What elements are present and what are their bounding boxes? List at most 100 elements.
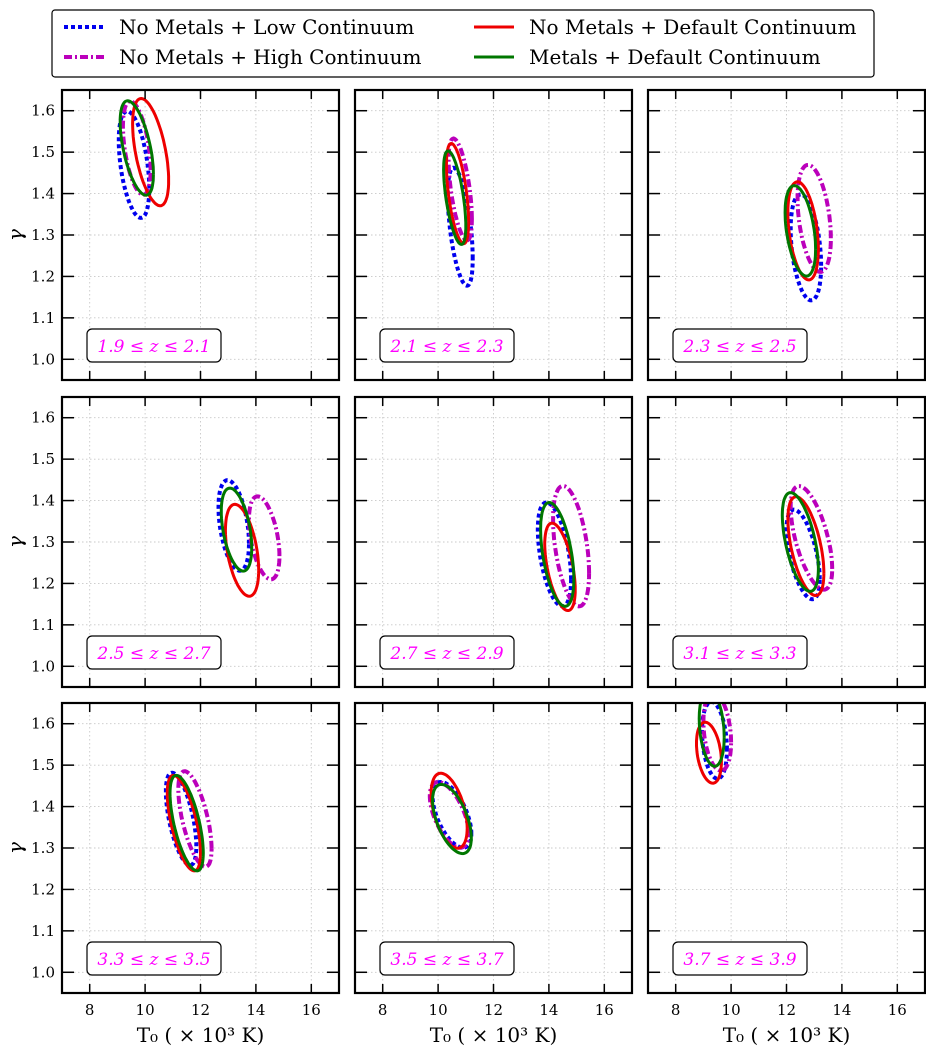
redshift-label: 2.5 ≤ z ≤ 2.7 xyxy=(96,644,210,664)
legend-entry: No Metals + Low Continuum xyxy=(119,15,414,39)
x-tick-label: 14 xyxy=(832,1001,851,1019)
contour-no-metals-low-continuum xyxy=(784,507,822,602)
contours xyxy=(695,703,734,785)
y-tick-label: 1.0 xyxy=(31,350,55,368)
y-axis-label: γ xyxy=(3,229,27,241)
x-tick-label: 10 xyxy=(722,1001,741,1019)
y-tick-label: 1.6 xyxy=(31,715,55,733)
x-tick-label: 8 xyxy=(378,1001,388,1019)
y-tick-label: 1.3 xyxy=(31,533,55,551)
contour-no-metals-default-continuum xyxy=(131,96,171,208)
contour-no-metals-default-continuum xyxy=(165,773,202,873)
redshift-label: 3.1 ≤ z ≤ 3.3 xyxy=(683,644,796,664)
contour-no-metals-default-continuum xyxy=(786,495,826,597)
redshift-label-box xyxy=(379,328,515,363)
panel: 2.1 ≤ z ≤ 2.3 xyxy=(353,88,634,382)
contours xyxy=(427,771,474,856)
x-axis-label: T₀ ( × 10³ K) xyxy=(137,1023,265,1047)
contours xyxy=(116,96,171,220)
contour-no-metals-high-continuum xyxy=(551,484,592,609)
redshift-label-box xyxy=(86,328,222,363)
contours xyxy=(780,484,835,602)
x-tick-label: 12 xyxy=(484,1001,503,1019)
contour-metals-default-continuum xyxy=(118,99,155,197)
x-tick-label: 12 xyxy=(191,1001,210,1019)
panel: 1.0 1.1 1.2 1.3 1.4 1.5 1.6 γ 2.5 ≤ z ≤ 2.7 xyxy=(3,395,341,689)
y-tick-label: 1.4 xyxy=(31,798,55,816)
contour-no-metals-high-continuum xyxy=(446,136,474,243)
y-tick-label: 1.4 xyxy=(31,492,55,510)
panel: 1.0 1.1 1.2 1.3 1.4 1.5 1.6 γ 8 10 12 14 16 T₀ ( × 10… xyxy=(3,701,341,1047)
panel: 2.3 ≤ z ≤ 2.5 xyxy=(646,88,926,382)
y-tick-label: 1.5 xyxy=(31,756,55,774)
redshift-label-box xyxy=(672,328,808,363)
y-tick-label: 1.2 xyxy=(31,267,55,285)
contour-metals-default-continuum xyxy=(783,184,818,278)
legend-entry: No Metals + Default Continuum xyxy=(529,15,856,39)
redshift-label: 1.9 ≤ z ≤ 2.1 xyxy=(97,337,210,357)
contour-no-metals-high-continuum xyxy=(176,769,214,869)
redshift-label-box xyxy=(86,635,222,670)
contour-metals-default-continuum xyxy=(219,486,254,573)
contour-metals-default-continuum xyxy=(780,491,820,593)
redshift-label: 2.1 ≤ z ≤ 2.3 xyxy=(389,337,503,357)
legend: No Metals + Low Continuum No Metals + Def… xyxy=(51,9,875,78)
y-tick-label: 1.4 xyxy=(31,185,55,203)
panel: 8 10 12 14 16 T₀ ( × 10³ K) 3.7 ≤ z ≤ 3.9 xyxy=(646,701,926,1047)
panel: 8 10 12 14 16 T₀ ( × 10³ K) 3.5 ≤ z ≤ 3.7 xyxy=(353,701,634,1047)
legend-entry: No Metals + High Continuum xyxy=(119,45,421,69)
redshift-label: 3.5 ≤ z ≤ 3.7 xyxy=(390,950,503,970)
panel: 2.7 ≤ z ≤ 2.9 xyxy=(353,395,634,689)
x-tick-label: 16 xyxy=(595,1001,614,1019)
panel: 1.0 1.1 1.2 1.3 1.4 1.5 1.6 γ 1.9 ≤ z ≤ 2.1 xyxy=(3,88,341,382)
contour-no-metals-default-continuum xyxy=(786,180,820,282)
x-tick-label: 16 xyxy=(302,1001,321,1019)
panel-grid: 1.0 1.1 1.2 1.3 1.4 1.5 1.6 γ 1.9 ≤ z ≤ 2.1 2.1 ≤… xyxy=(3,88,926,1047)
x-tick-label: 16 xyxy=(888,1001,907,1019)
redshift-label: 3.7 ≤ z ≤ 3.9 xyxy=(683,950,796,970)
contours xyxy=(535,484,592,612)
y-axis-label: γ xyxy=(3,842,27,854)
contour-metals-default-continuum xyxy=(539,500,576,608)
redshift-label-box xyxy=(379,635,515,670)
y-tick-label: 1.5 xyxy=(31,143,55,161)
x-tick-label: 10 xyxy=(136,1001,155,1019)
y-tick-label: 1.6 xyxy=(31,409,55,427)
legend-entry: Metals + Default Continuum xyxy=(529,45,821,69)
redshift-label: 3.3 ≤ z ≤ 3.5 xyxy=(97,950,210,970)
x-tick-label: 8 xyxy=(671,1001,681,1019)
y-tick-label: 1.0 xyxy=(31,657,55,675)
x-tick-label: 14 xyxy=(246,1001,265,1019)
y-tick-label: 1.3 xyxy=(31,839,55,857)
y-tick-label: 1.6 xyxy=(31,102,55,120)
x-tick-label: 8 xyxy=(85,1001,95,1019)
contour-no-metals-high-continuum xyxy=(795,162,833,274)
x-axis-label: T₀ ( × 10³ K) xyxy=(430,1023,558,1047)
contour-metals-default-continuum xyxy=(442,149,468,246)
y-tick-label: 1.1 xyxy=(31,309,55,327)
legend-box xyxy=(51,9,875,78)
contours xyxy=(216,478,282,598)
redshift-label: 2.3 ≤ z ≤ 2.5 xyxy=(682,337,796,357)
contour-no-metals-default-continuum xyxy=(429,771,469,850)
y-tick-label: 1.2 xyxy=(31,880,55,898)
contour-metals-default-continuum xyxy=(168,773,205,873)
contour-metals-default-continuum xyxy=(431,782,473,856)
redshift-label-box xyxy=(672,941,808,976)
y-tick-label: 1.1 xyxy=(31,616,55,634)
contour-metals-default-continuum xyxy=(697,703,726,768)
x-tick-label: 14 xyxy=(539,1001,558,1019)
y-tick-label: 1.2 xyxy=(31,574,55,592)
contours xyxy=(442,136,475,288)
contours xyxy=(783,162,833,303)
contour-no-metals-high-continuum xyxy=(120,99,153,197)
y-tick-label: 1.1 xyxy=(31,922,55,940)
contours xyxy=(163,769,214,873)
redshift-label-box xyxy=(379,941,515,976)
y-tick-label: 1.3 xyxy=(31,226,55,244)
y-tick-label: 1.5 xyxy=(31,450,55,468)
contour-no-metals-default-continuum xyxy=(543,521,577,612)
y-tick-label: 1.0 xyxy=(31,963,55,981)
x-tick-label: 12 xyxy=(777,1001,796,1019)
